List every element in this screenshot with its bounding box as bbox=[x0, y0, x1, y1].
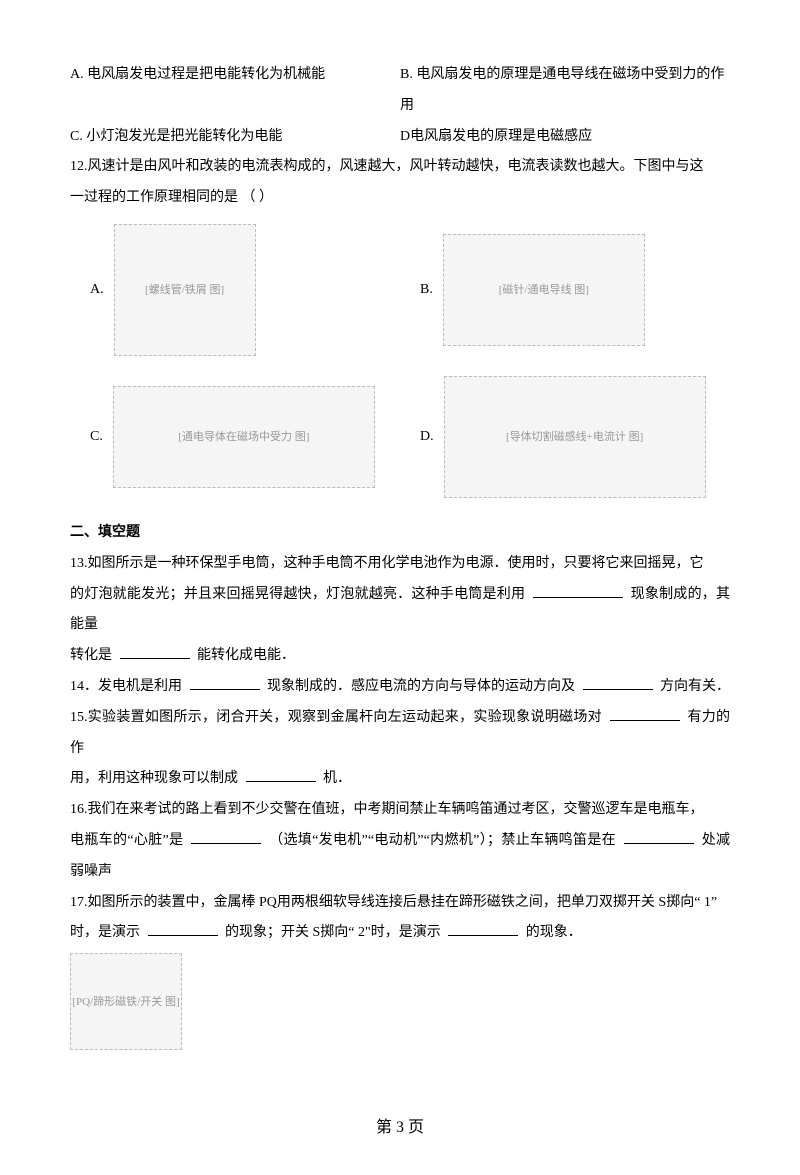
q12-stem-line2: 一过程的工作原理相同的是 （ ） bbox=[70, 183, 730, 214]
q14-blank2[interactable] bbox=[583, 675, 653, 690]
q14-a: 14．发电机是利用 bbox=[70, 679, 182, 694]
q12-diagram-b: [磁针/通电导线 图] bbox=[443, 234, 645, 346]
q12-label-b: B. bbox=[400, 275, 433, 306]
q12-label-d: D. bbox=[400, 422, 434, 453]
q15-c: 用，利用这种现象可以制成 bbox=[70, 771, 238, 786]
q15-d: 机． bbox=[323, 771, 351, 786]
q16-l2b: （选填“发电机”“电动机”“内燃机”）；禁止车辆鸣笛是在 bbox=[269, 833, 616, 848]
q15-blank1[interactable] bbox=[610, 706, 680, 721]
q12-diagram-c: [通电导体在磁场中受力 图] bbox=[113, 386, 375, 488]
page-footer: 第 3 页 bbox=[70, 1110, 730, 1145]
q13-line3: 转化是 能转化成电能． bbox=[70, 641, 730, 672]
q13-l2a: 的灯泡就能发光；并且来回摇晃得越快，灯泡就越亮．这种手电筒是利用 bbox=[70, 587, 525, 602]
q17-l1b: PQ用两根细软导线连接后悬挂在蹄形磁铁之间，把单刀双掷开关 bbox=[259, 895, 655, 910]
q15-line2: 用，利用这种现象可以制成 机． bbox=[70, 764, 730, 795]
q13-blank1[interactable] bbox=[533, 583, 623, 598]
q14-blank1[interactable] bbox=[190, 675, 260, 690]
q11-options: A. 电风扇发电过程是把电能转化为机械能 B. 电风扇发电的原理是通电导线在磁场… bbox=[70, 60, 730, 152]
q11-option-b: B. 电风扇发电的原理是通电导线在磁场中受到力的作用 bbox=[400, 60, 730, 122]
q17-l2a: 时，是演示 bbox=[70, 925, 140, 940]
q14-b: 现象制成的．感应电流的方向与导体的运动方向及 bbox=[267, 679, 575, 694]
q17-l2c: S掷向“ 2"时，是演示 bbox=[313, 925, 441, 940]
q13-line2: 的灯泡就能发光；并且来回摇晃得越快，灯泡就越亮．这种手电筒是利用 现象制成的，其… bbox=[70, 580, 730, 642]
q17-diagram: [PQ/蹄形磁铁/开关 图] bbox=[70, 953, 182, 1050]
q15-a: 15.实验装置如图所示，闭合开关，观察到金属杆向左运动起来，实验现象说明磁场对 bbox=[70, 710, 602, 725]
q12-options-row2: C. [通电导体在磁场中受力 图] D. [导体切割磁感线+电流计 图] bbox=[70, 376, 730, 498]
section-2-title: 二、填空题 bbox=[70, 518, 730, 549]
q15-line1: 15.实验装置如图所示，闭合开关，观察到金属杆向左运动起来，实验现象说明磁场对 … bbox=[70, 703, 730, 765]
q14: 14．发电机是利用 现象制成的．感应电流的方向与导体的运动方向及 方向有关． bbox=[70, 672, 730, 703]
q16-line2: 电瓶车的“心脏”是 （选填“发电机”“电动机”“内燃机”）；禁止车辆鸣笛是在 处… bbox=[70, 826, 730, 888]
q13-l3a: 转化是 bbox=[70, 648, 112, 663]
q16-blank2[interactable] bbox=[624, 829, 694, 844]
q14-c: 方向有关． bbox=[660, 679, 730, 694]
q17-line1: 17.如图所示的装置中，金属棒 PQ用两根细软导线连接后悬挂在蹄形磁铁之间，把单… bbox=[70, 888, 730, 919]
q17-line2: 时，是演示 的现象；开关 S掷向“ 2"时，是演示 的现象． bbox=[70, 918, 730, 949]
q17-l2d: 的现象． bbox=[526, 925, 582, 940]
q12-label-c: C. bbox=[70, 422, 103, 453]
q12-options-row1: A. [螺线管/铁屑 图] B. [磁针/通电导线 图] bbox=[70, 224, 730, 356]
q13-l3b: 能转化成电能． bbox=[197, 648, 295, 663]
q16-line1: 16.我们在来考试的路上看到不少交警在值班，中考期间禁止车辆鸣笛通过考区，交警巡… bbox=[70, 795, 730, 826]
q11-option-c: C. 小灯泡发光是把光能转化为电能 bbox=[70, 122, 400, 153]
q16-l2a: 电瓶车的“心脏”是 bbox=[70, 833, 183, 848]
q16-blank1[interactable] bbox=[191, 829, 261, 844]
q15-blank2[interactable] bbox=[246, 767, 316, 782]
q17-blank1[interactable] bbox=[148, 921, 218, 936]
q12-stem-line1: 12.风速计是由风叶和改装的电流表构成的，风速越大，风叶转动越快，电流表读数也越… bbox=[70, 152, 730, 183]
q17-l1a: 17.如图所示的装置中，金属棒 bbox=[70, 895, 256, 910]
q13-line1: 13.如图所示是一种环保型手电筒，这种手电筒不用化学电池作为电源．使用时，只要将… bbox=[70, 549, 730, 580]
q17-l1c: S掷向“ 1” bbox=[658, 895, 717, 910]
q12-diagram-a: [螺线管/铁屑 图] bbox=[114, 224, 256, 356]
q17-blank2[interactable] bbox=[448, 921, 518, 936]
q12-diagram-d: [导体切割磁感线+电流计 图] bbox=[444, 376, 706, 498]
q13-blank2[interactable] bbox=[120, 644, 190, 659]
q11-option-d: D电风扇发电的原理是电磁感应 bbox=[400, 122, 730, 153]
q12-label-a: A. bbox=[70, 275, 104, 306]
q17-l2b: 的现象；开关 bbox=[225, 925, 309, 940]
q11-option-a: A. 电风扇发电过程是把电能转化为机械能 bbox=[70, 60, 400, 122]
